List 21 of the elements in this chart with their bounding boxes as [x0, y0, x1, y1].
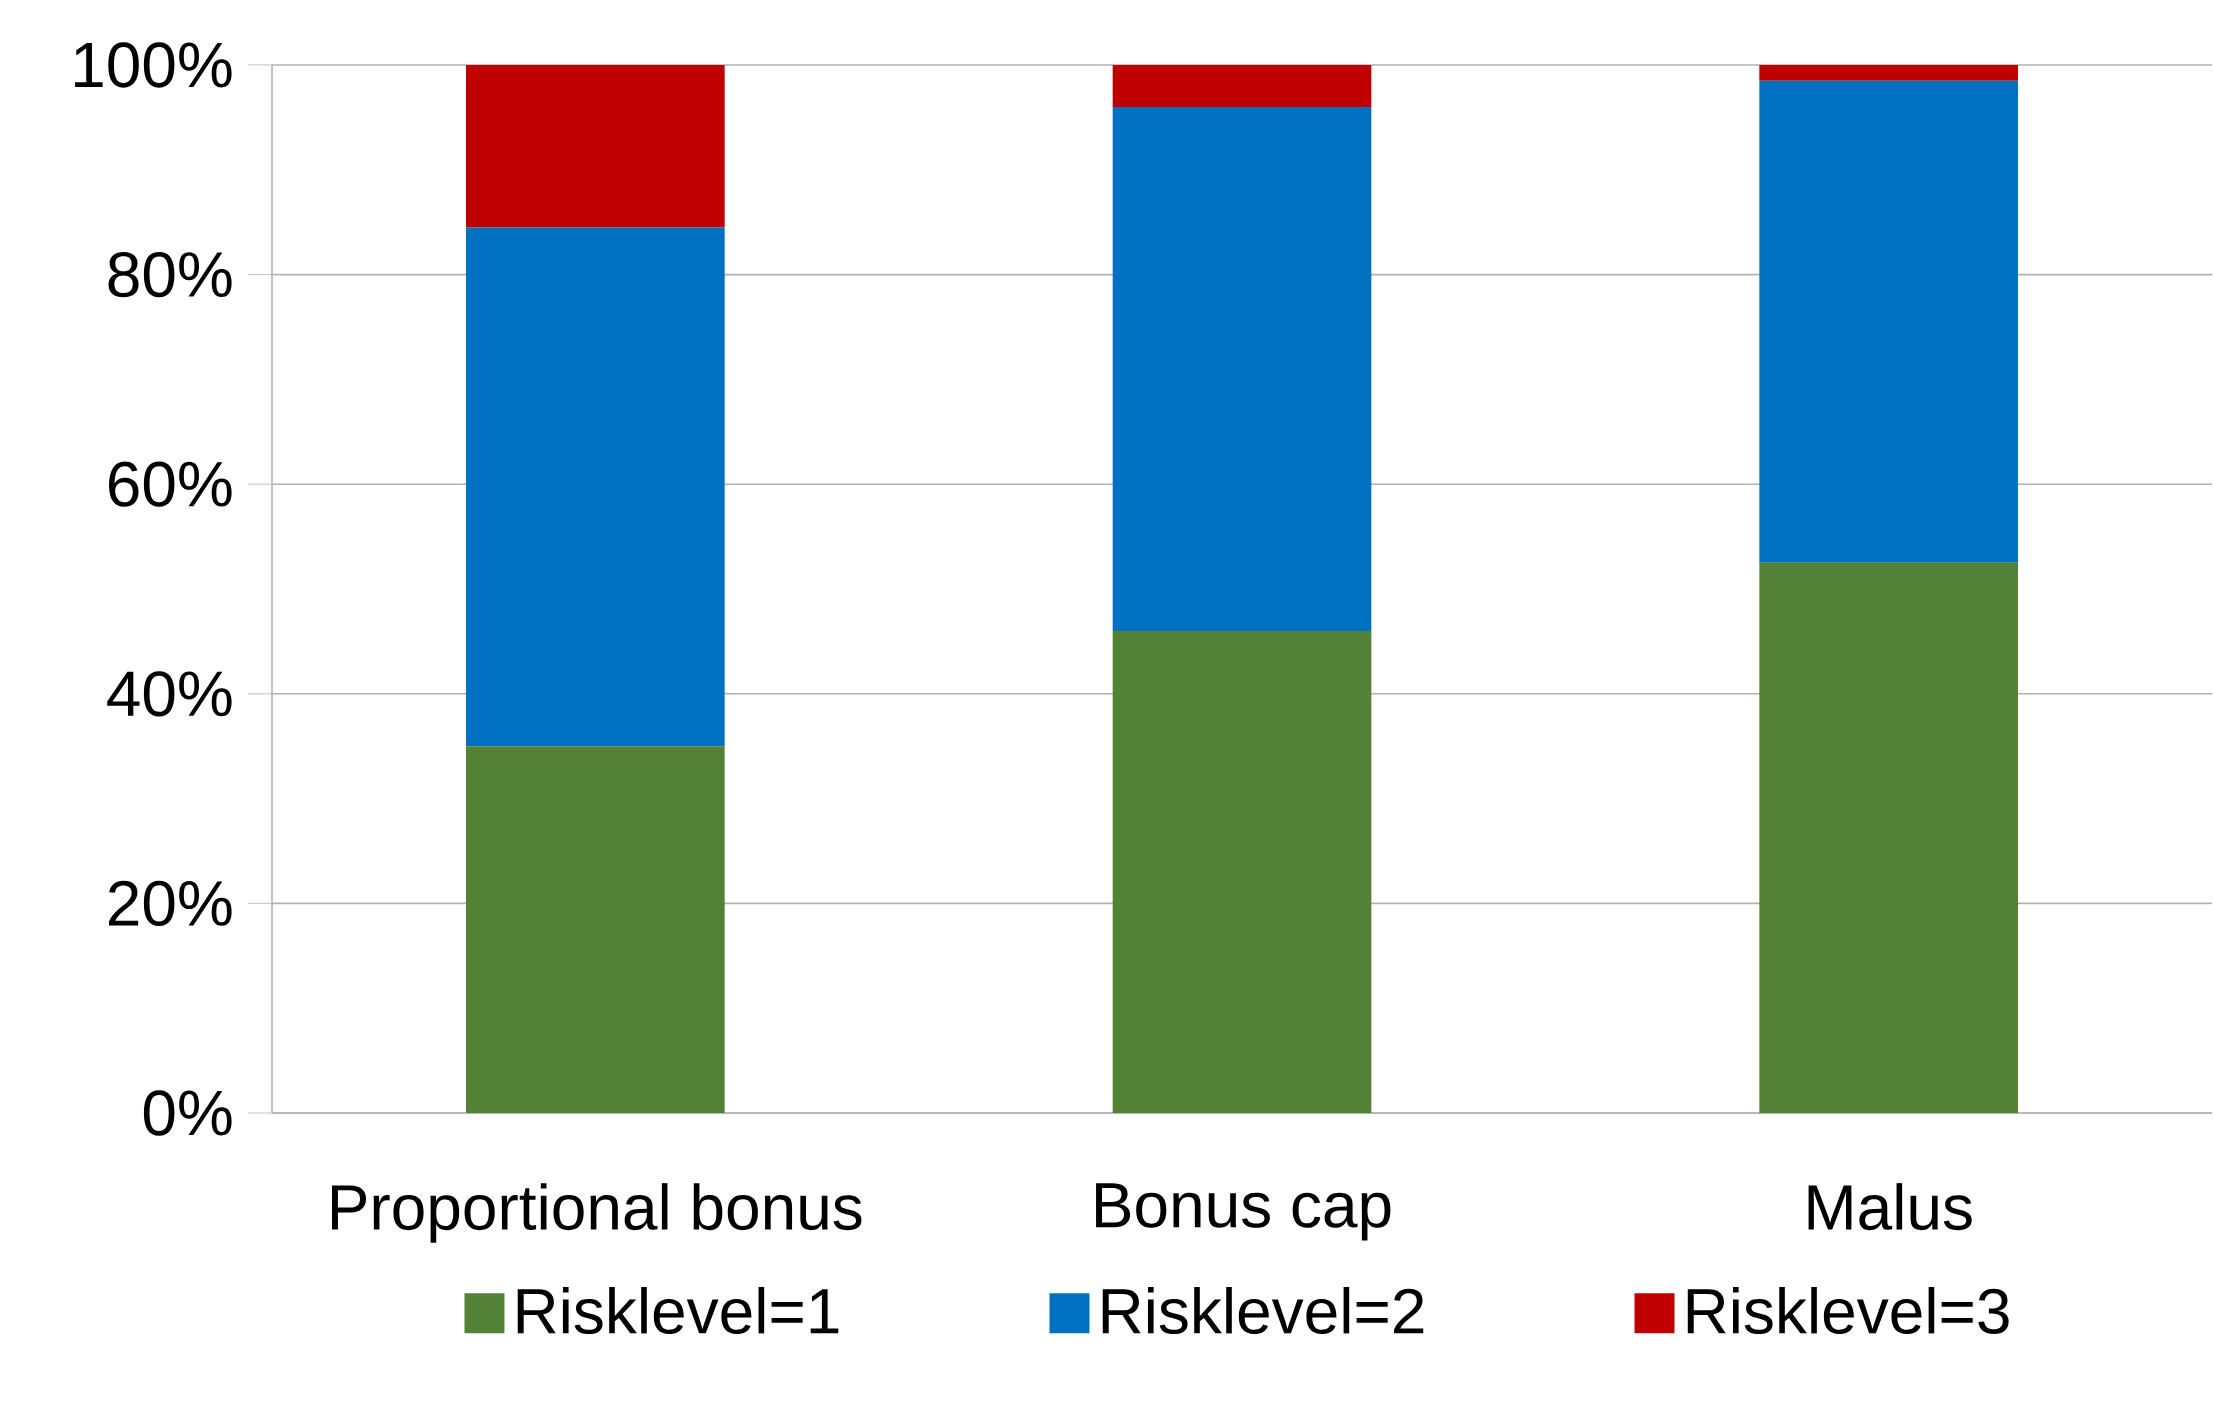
y-tick-label: 100%: [75, 42, 232, 88]
y-tick-label: 20%: [108, 880, 232, 927]
y-tick-label: 60%: [109, 461, 232, 507]
bar: [466, 64, 725, 228]
y-tick-label: 0%: [143, 1090, 232, 1136]
legend-label: Risklevel=3: [1687, 1287, 2009, 1334]
x-tick-label: Bonus cap: [1096, 1183, 1391, 1241]
bar: [466, 227, 725, 747]
y-tick-label: 40%: [107, 671, 232, 717]
x-tick-label: Malus: [1808, 1183, 1972, 1231]
bar: [1759, 562, 2019, 1114]
legend-label: Risklevel=1: [517, 1287, 839, 1334]
bar: [1112, 64, 1372, 107]
bar: [1759, 80, 2019, 563]
x-tick-label: Proportional bonus: [331, 1183, 862, 1243]
bar: [1759, 64, 2019, 81]
legend-label: Risklevel=2: [1102, 1287, 1424, 1334]
y-tick-label: 80%: [108, 251, 232, 298]
bar: [1112, 630, 1372, 1114]
bar: [1112, 106, 1372, 631]
bar: [466, 746, 725, 1114]
